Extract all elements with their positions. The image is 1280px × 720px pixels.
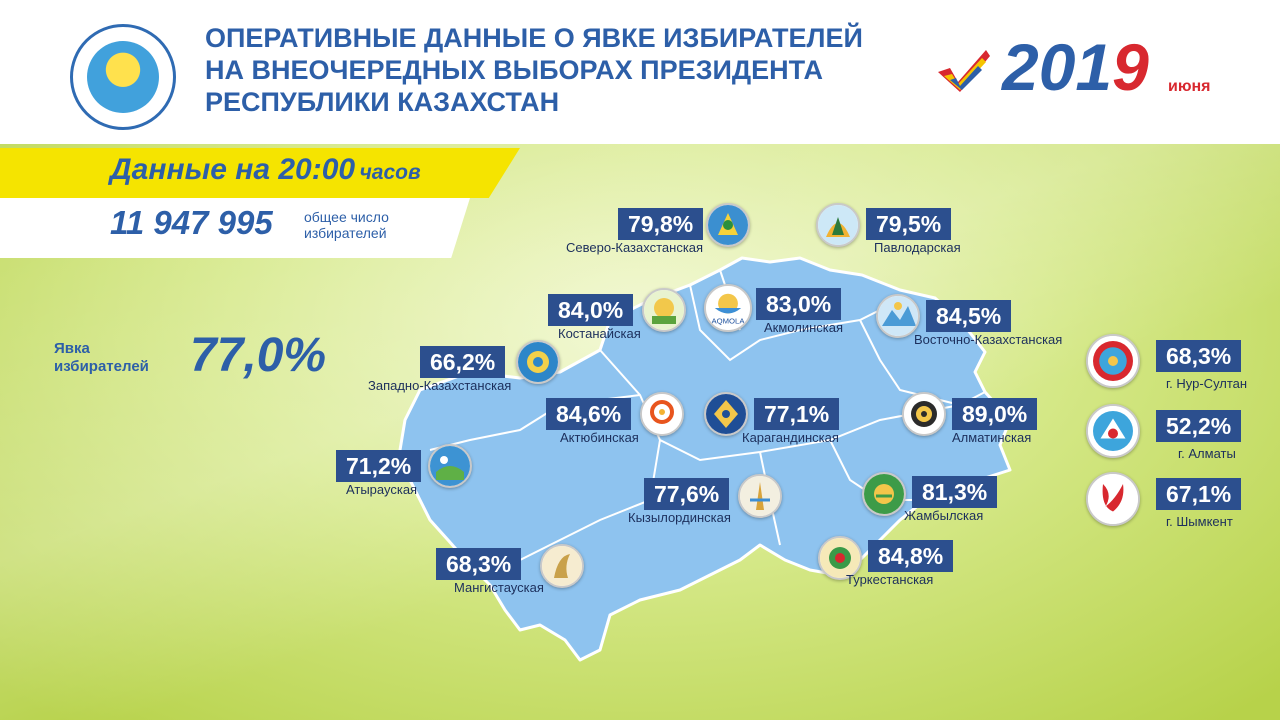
title-line: РЕСПУБЛИКИ КАЗАХСТАН (205, 87, 560, 117)
region-turnout: 68,3% (436, 548, 522, 580)
region-pavlodar: 79,5% Павлодарская (816, 203, 1016, 258)
region-turnout: 84,8% (868, 540, 954, 572)
title-line: ОПЕРАТИВНЫЕ ДАННЫЕ О ЯВКЕ ИЗБИРАТЕЛЕЙ (205, 23, 863, 53)
turkestan-emblem-icon (818, 536, 862, 580)
region-name: Кызылординская (628, 510, 731, 525)
region-turnout: 77,1% (754, 398, 840, 430)
time-prefix: Данные на 20:00 (110, 153, 356, 186)
region-turnout: 83,0% (756, 288, 842, 320)
region-atyrau: 71,2% Атырауская (336, 444, 536, 500)
logo-emblem-icon (87, 41, 159, 113)
time-suffix: часов (359, 161, 421, 184)
voters-banner (0, 198, 470, 258)
region-name: Акмолинская (764, 320, 844, 335)
region-name: Павлодарская (874, 240, 961, 255)
election-commission-logo (70, 24, 176, 130)
region-name: Атырауская (346, 482, 418, 497)
zhambyl-emblem-icon (862, 472, 906, 516)
region-name: Костанайская (558, 326, 641, 341)
kostanay-emblem-icon (642, 288, 686, 332)
year-main: 201 (1002, 30, 1113, 104)
turnout-value: 77,0% (190, 329, 327, 382)
city-turnout: 67,1% (1156, 478, 1242, 510)
karaganda-emblem-icon (704, 392, 748, 436)
checkmark-icon (938, 50, 990, 92)
akmola-emblem-text: AQMOLA (712, 316, 746, 325)
akmola-emblem-icon: AQMOLA (704, 284, 752, 332)
almaty-region-emblem-icon (902, 392, 946, 436)
time-banner-text: Данные на 20:00 часов (110, 153, 421, 187)
region-name: Алматинская (952, 430, 1032, 445)
almaty-city-emblem-icon (1086, 404, 1140, 458)
region-east-kazakhstan: 84,5% Восточно-Казахстанская (876, 294, 1096, 350)
region-mangystau: 68,3% Мангистауская (436, 544, 636, 598)
region-turnout: 79,8% (618, 208, 704, 240)
city-name: г. Шымкент (1166, 514, 1233, 529)
region-almaty-region: 89,0% Алматинская (902, 392, 1102, 448)
total-voters-label: общее число избирателей (304, 209, 389, 241)
region-turnout: 84,5% (926, 300, 1012, 332)
region-name: Жамбылская (904, 508, 984, 523)
region-turnout: 66,2% (420, 346, 506, 378)
region-name: Туркестанская (846, 572, 934, 587)
time-banner (0, 148, 520, 198)
region-kyzylorda: 77,6% Кызылординская (628, 474, 828, 528)
region-kostanay: 84,0% Костанайская (548, 288, 748, 344)
title-line: НА ВНЕОЧЕРЕДНЫХ ВЫБОРАХ ПРЕЗИДЕНТА (205, 55, 823, 85)
city-turnout: 52,2% (1156, 410, 1242, 442)
west-kazakhstan-emblem-icon (516, 340, 560, 384)
kyzylorda-emblem-icon (738, 474, 782, 518)
aktobe-emblem-icon (640, 392, 684, 436)
city-almaty: 52,2% г. Алматы (1086, 404, 1276, 461)
region-north-kazakhstan: 79,8% Северо-Казахстанская (566, 203, 846, 258)
region-name: Актюбинская (560, 430, 639, 445)
pavlodar-emblem-icon (816, 203, 860, 247)
region-aktobe: 84,6% Актюбинская (546, 392, 746, 448)
header: ОПЕРАТИВНЫЕ ДАННЫЕ О ЯВКЕ ИЗБИРАТЕЛЕЙ НА… (0, 0, 1280, 144)
region-turnout: 84,6% (546, 398, 632, 430)
city-shymkent: 67,1% г. Шымкент (1086, 472, 1276, 529)
shymkent-emblem-icon (1086, 472, 1140, 526)
region-name: Западно-Казахстанская (368, 378, 512, 393)
region-akmola: AQMOLA 83,0% Акмолинская (704, 284, 924, 338)
region-turnout: 71,2% (336, 450, 422, 482)
region-turnout: 81,3% (912, 476, 998, 508)
city-nur-sultan: 68,3% г. Нур-Султан (1086, 334, 1276, 391)
turnout-label: Явка избирателей (54, 340, 149, 375)
region-turnout: 79,5% (866, 208, 952, 240)
region-turkestan: 84,8% Туркестанская (818, 536, 1018, 590)
nur-sultan-emblem-icon (1086, 334, 1140, 388)
city-name: г. Алматы (1178, 446, 1236, 461)
month-label: июня (1168, 78, 1211, 95)
region-name: Мангистауская (454, 580, 544, 595)
city-turnout: 68,3% (1156, 340, 1242, 372)
region-karaganda: 77,1% Карагандинская (704, 392, 904, 448)
region-name: Карагандинская (742, 430, 839, 445)
east-kazakhstan-emblem-icon (876, 294, 920, 338)
region-name: Восточно-Казахстанская (914, 332, 1063, 347)
region-turnout: 77,6% (644, 478, 730, 510)
year: 2019 (1002, 30, 1149, 104)
region-zhambyl: 81,3% Жамбылская (862, 472, 1062, 526)
year-day: 9 (1112, 30, 1149, 104)
region-name: Северо-Казахстанская (566, 240, 704, 255)
total-voters: 11 947 995 (110, 204, 273, 241)
north-kazakhstan-emblem-icon (706, 203, 750, 247)
city-name: г. Нур-Султан (1166, 376, 1248, 391)
mangystau-emblem-icon (540, 544, 584, 588)
region-west-kazakhstan: 66,2% Западно-Казахстанская (364, 340, 564, 396)
region-turnout: 84,0% (548, 294, 634, 326)
page-title: ОПЕРАТИВНЫЕ ДАННЫЕ О ЯВКЕ ИЗБИРАТЕЛЕЙ НА… (205, 22, 895, 118)
region-turnout: 89,0% (952, 398, 1038, 430)
atyrau-emblem-icon (428, 444, 472, 488)
